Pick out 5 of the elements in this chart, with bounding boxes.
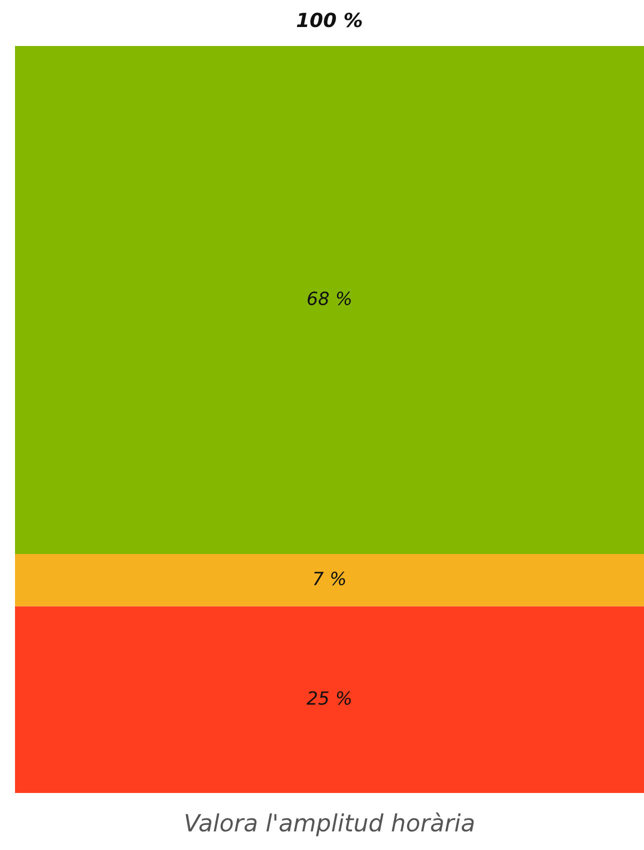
data-label: 68 % bbox=[308, 292, 351, 306]
x-axis-title: Valora l'amplitud horària bbox=[186, 812, 474, 836]
total-label: 100 % bbox=[296, 12, 362, 28]
data-label: 25 % bbox=[306, 691, 351, 705]
data-label: 7 % bbox=[314, 572, 346, 586]
